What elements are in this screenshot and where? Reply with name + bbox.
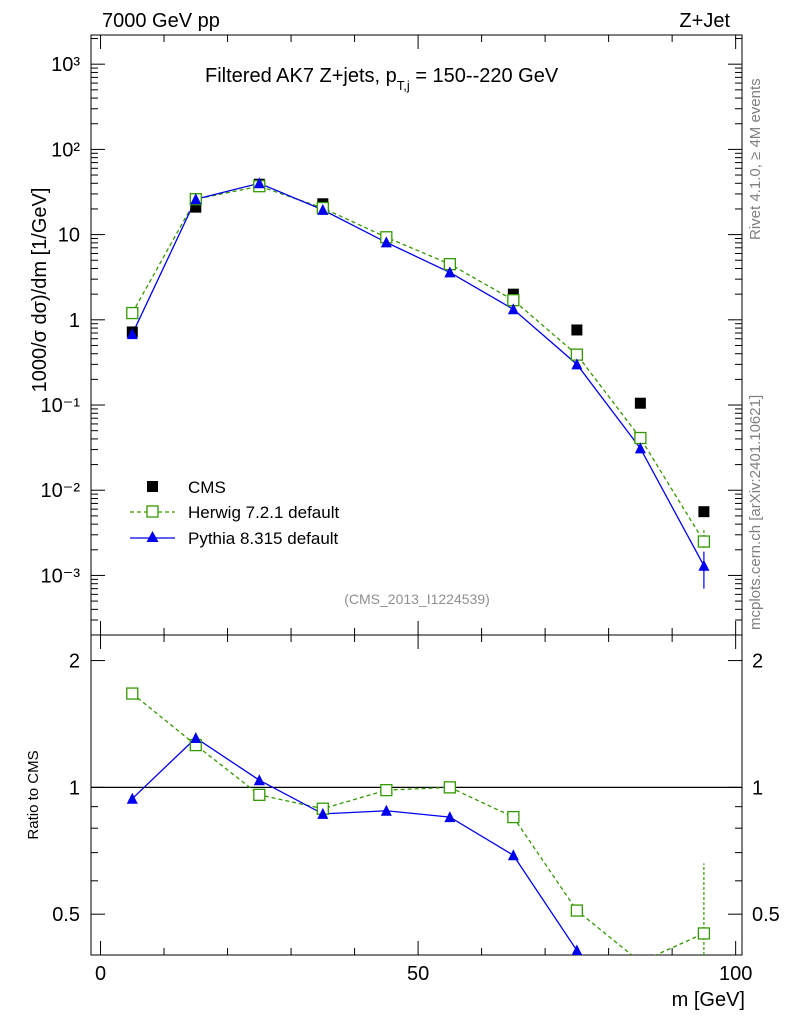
main-y-tick-label: 10⁻¹ [41,395,81,417]
legend-cms-label: CMS [188,478,226,497]
ratio-herwig-point [635,956,646,967]
main-y-axis-label: 1000/σ dσ)/dm [1/GeV] [29,188,51,393]
x-tick-label: 0 [95,963,106,985]
ratio-y-axis-label: Ratio to CMS [25,750,42,839]
ratio-herwig-point [697,927,711,940]
ratio-pythia-point [380,804,392,816]
ratio-series [126,687,711,1013]
ratio-plot-frame [90,634,743,956]
rivet-version-label: Rivet 4.1.0, ≥ 4M events [747,78,764,240]
x-tick-label: 50 [407,963,429,985]
main-series [126,177,711,589]
ratio-herwig-point [253,788,266,801]
pythia-point [126,328,138,340]
herwig-point [697,535,711,548]
main-y-tick-label: 1 [69,310,80,332]
ratio-herwig-point [380,783,393,797]
ratio-y-tick-label-right: 0.5 [752,904,780,926]
ratio-pythia-point [126,792,138,804]
ratio-y-tick-label: 0.5 [52,904,80,926]
title-subscript: T,j [397,78,410,93]
cms-point [190,201,202,213]
ratio-herwig-point [507,810,520,824]
main-y-tick-label: 10 [58,225,80,247]
ratio-pythia-point [507,849,519,861]
pythia-point [444,266,456,278]
ratio-pythia-point [317,807,329,819]
legend: CMS Herwig 7.2.1 default Pythia 8.315 de… [130,478,339,548]
legend-herwig-marker [146,505,159,518]
ratio-pythia-point [635,1002,646,1013]
pythia-point [253,177,265,189]
pythia-point [507,303,519,315]
title-suffix: = 150--220 GeV [410,65,559,87]
ratio-y-tick-label-right: 1 [752,777,763,799]
herwig-point [634,431,647,445]
legend-pythia-marker [146,531,159,542]
pythia-point [317,203,329,215]
mcplots-label: mcplots.cern.ch [arXiv:2401.10621] [747,395,764,630]
pythia-line [131,182,705,567]
ratio-herwig-point [126,687,139,700]
pythia-point [698,559,710,571]
x-tick-label: 100 [719,963,752,985]
ratio-y-tick-label-right: 2 [752,651,763,673]
pythia-point [380,236,392,248]
ratio-y-tick-label: 1 [69,777,80,799]
ratio-y-tick-label: 2 [69,651,80,673]
cms-point [698,506,710,518]
ratio-pythia-point [253,774,265,786]
main-y-tick-label: 10⁻³ [41,565,81,587]
ratio-pythia-point [444,811,456,823]
ratio-herwig-line [131,693,705,955]
x-axis-label: m [GeV] [672,989,745,1011]
ratio-pythia-point [571,944,583,955]
header-right: Z+Jet [679,10,730,32]
ratio-clipped-group [126,687,711,1013]
main-y-tick-label: 10² [51,139,80,161]
pythia-point [190,193,202,205]
main-axes: 10⁻³ 10⁻² 10⁻¹ 1 10 10² 10³ [41,35,742,636]
ratio-herwig-point [570,904,584,917]
ratio-pythia-point [190,731,202,743]
ratio-axes: 0 50 100 0.5 0.5 1 1 2 2 [52,635,780,985]
cms-point [571,324,583,336]
pythia-point [634,442,646,454]
pythia-point [571,358,583,370]
main-y-tick-label: 10³ [51,54,80,76]
analysis-tag: (CMS_2013_I1224539) [344,591,490,607]
main-y-tick-label: 10⁻² [41,480,81,502]
cms-point [634,397,646,409]
ratio-herwig-point [443,781,456,794]
title-prefix: Filtered AK7 Z+jets, p [205,65,397,87]
main-plot-title: Filtered AK7 Z+jets, pT,j = 150--220 GeV [205,65,559,93]
herwig-line [131,185,705,542]
herwig-point [126,306,139,320]
legend-herwig-label: Herwig 7.2.1 default [188,503,339,522]
legend-cms-marker [147,481,158,492]
ratio-pythia-line [131,737,583,955]
header-left: 7000 GeV pp [102,10,220,32]
legend-pythia-label: Pythia 8.315 default [188,529,339,548]
